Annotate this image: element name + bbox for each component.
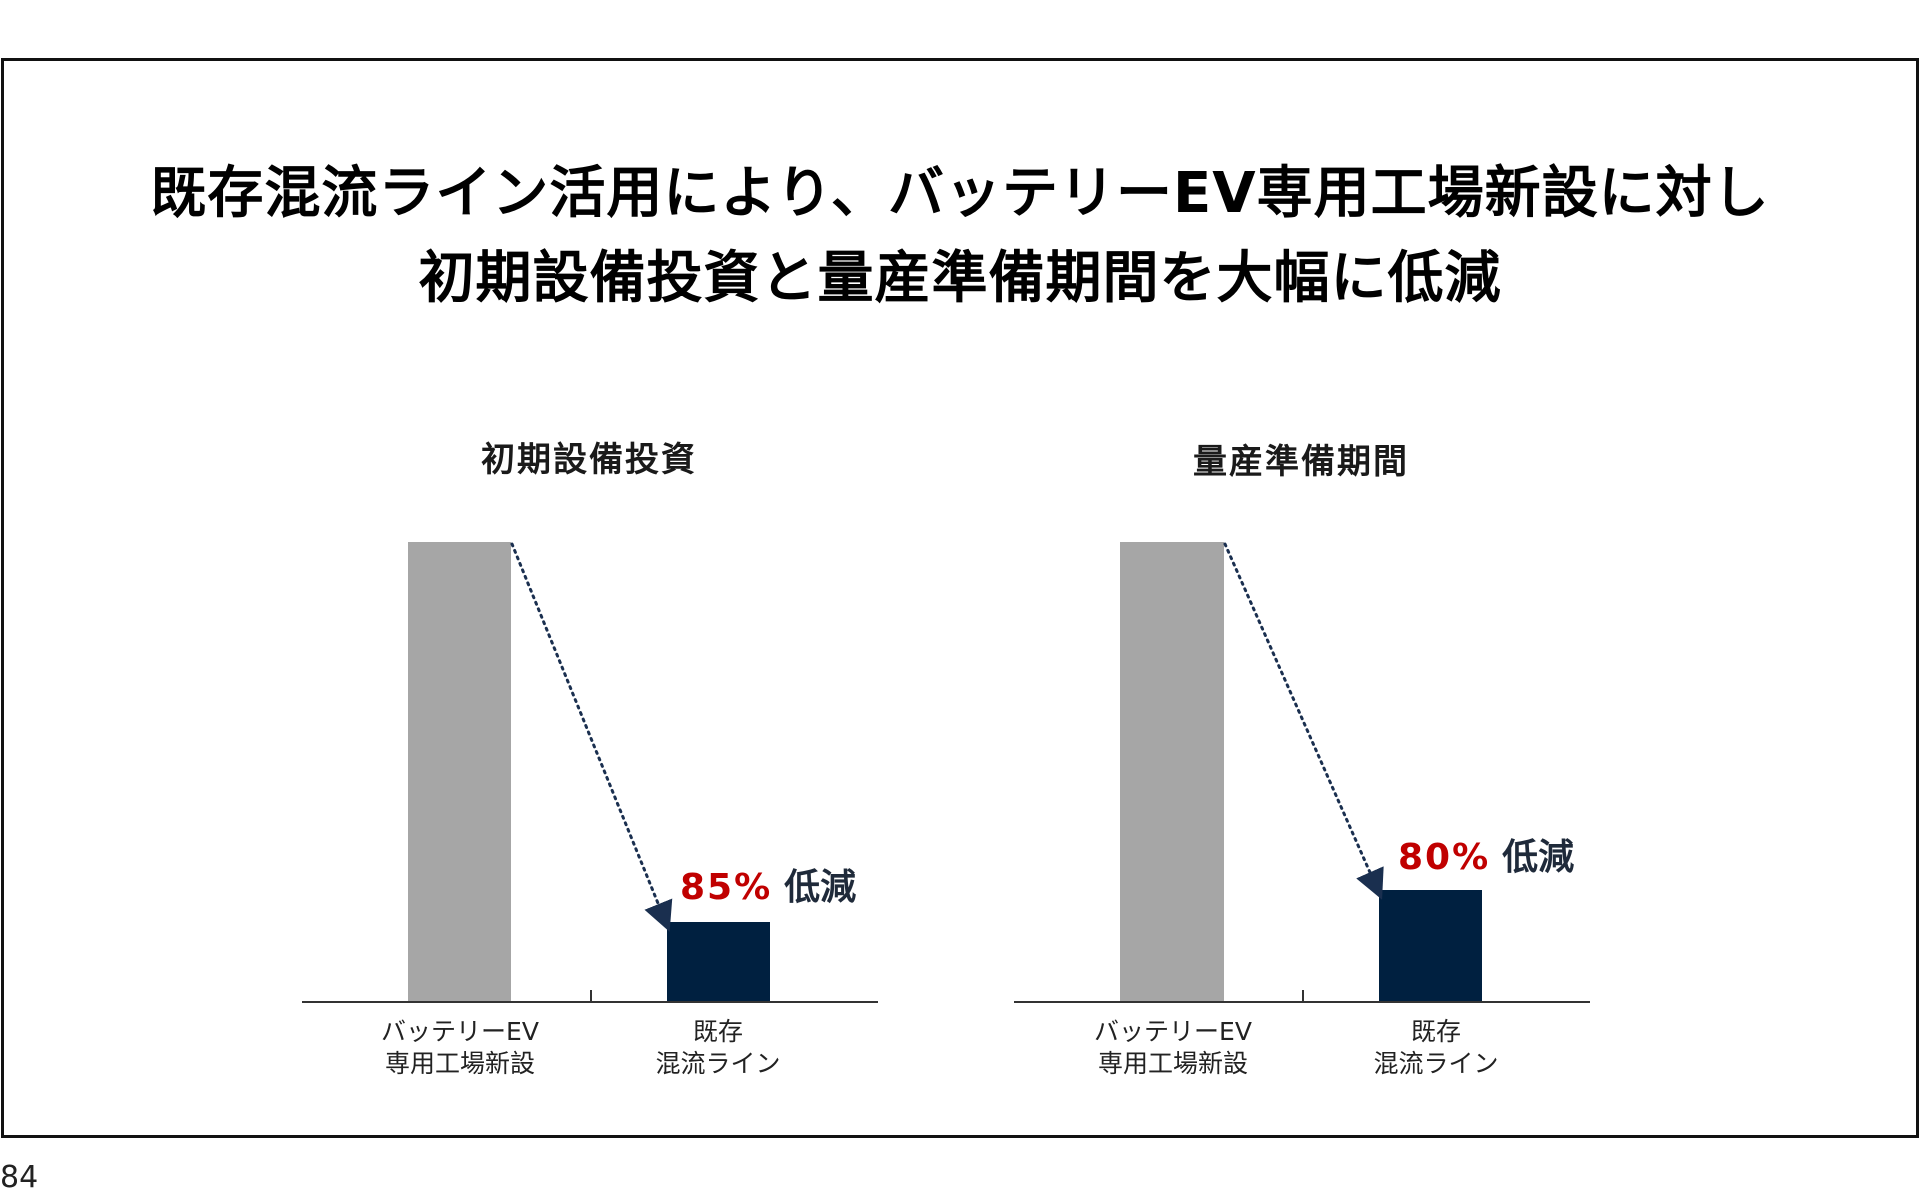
- reduction-label: 85% 低減: [680, 858, 856, 910]
- category-label-bev-plant: バッテリーEV 専用工場新設: [330, 1016, 590, 1080]
- bar-bev-plant-prep-period: [1120, 542, 1224, 1002]
- category-label-line: 混流ライン: [1373, 1049, 1499, 1078]
- category-label-line: 混流ライン: [655, 1049, 781, 1078]
- category-label-line: 専用工場新設: [384, 1049, 535, 1078]
- dotted-arrow-icon: [1223, 542, 1384, 900]
- x-axis-tick: [1302, 990, 1304, 1002]
- x-axis-tick: [590, 990, 592, 1002]
- reduction-percent: 80%: [1398, 837, 1491, 878]
- x-axis: [1014, 1001, 1590, 1003]
- category-label-existing-line: 既存 混流ライン: [1306, 1016, 1566, 1080]
- category-label-bev-plant: バッテリーEV 専用工場新設: [1043, 1016, 1303, 1080]
- chart-title-mass-production-prep: 量産準備期間: [1193, 442, 1409, 482]
- bar-existing-line-investment: [667, 922, 770, 1002]
- reduction-percent: 85%: [680, 867, 773, 908]
- dotted-arrow-icon: [510, 542, 673, 932]
- category-label-line: バッテリーEV: [381, 1017, 539, 1046]
- bar-bev-plant-investment: [408, 542, 511, 1002]
- reduction-label: 80% 低減: [1398, 828, 1574, 880]
- category-label-line: 既存: [692, 1017, 743, 1046]
- category-label-line: 既存: [1410, 1017, 1461, 1046]
- page-number: 84: [0, 1160, 39, 1195]
- slide-title-line2: 初期設備投資と量産準備期間を大幅に低減: [418, 246, 1502, 311]
- category-label-line: バッテリーEV: [1094, 1017, 1252, 1046]
- x-axis: [302, 1001, 878, 1003]
- category-label-existing-line: 既存 混流ライン: [588, 1016, 848, 1080]
- reduction-word: 低減: [1502, 837, 1575, 878]
- reduction-word: 低減: [784, 867, 857, 908]
- slide-frame: [1, 58, 1919, 1138]
- slide-title-line1: 既存混流ライン活用により、バッテリーEV専用工場新設に対し: [150, 161, 1770, 226]
- bar-existing-line-prep-period: [1379, 890, 1482, 1002]
- chart-title-initial-investment: 初期設備投資: [481, 440, 697, 480]
- category-label-line: 専用工場新設: [1097, 1049, 1248, 1078]
